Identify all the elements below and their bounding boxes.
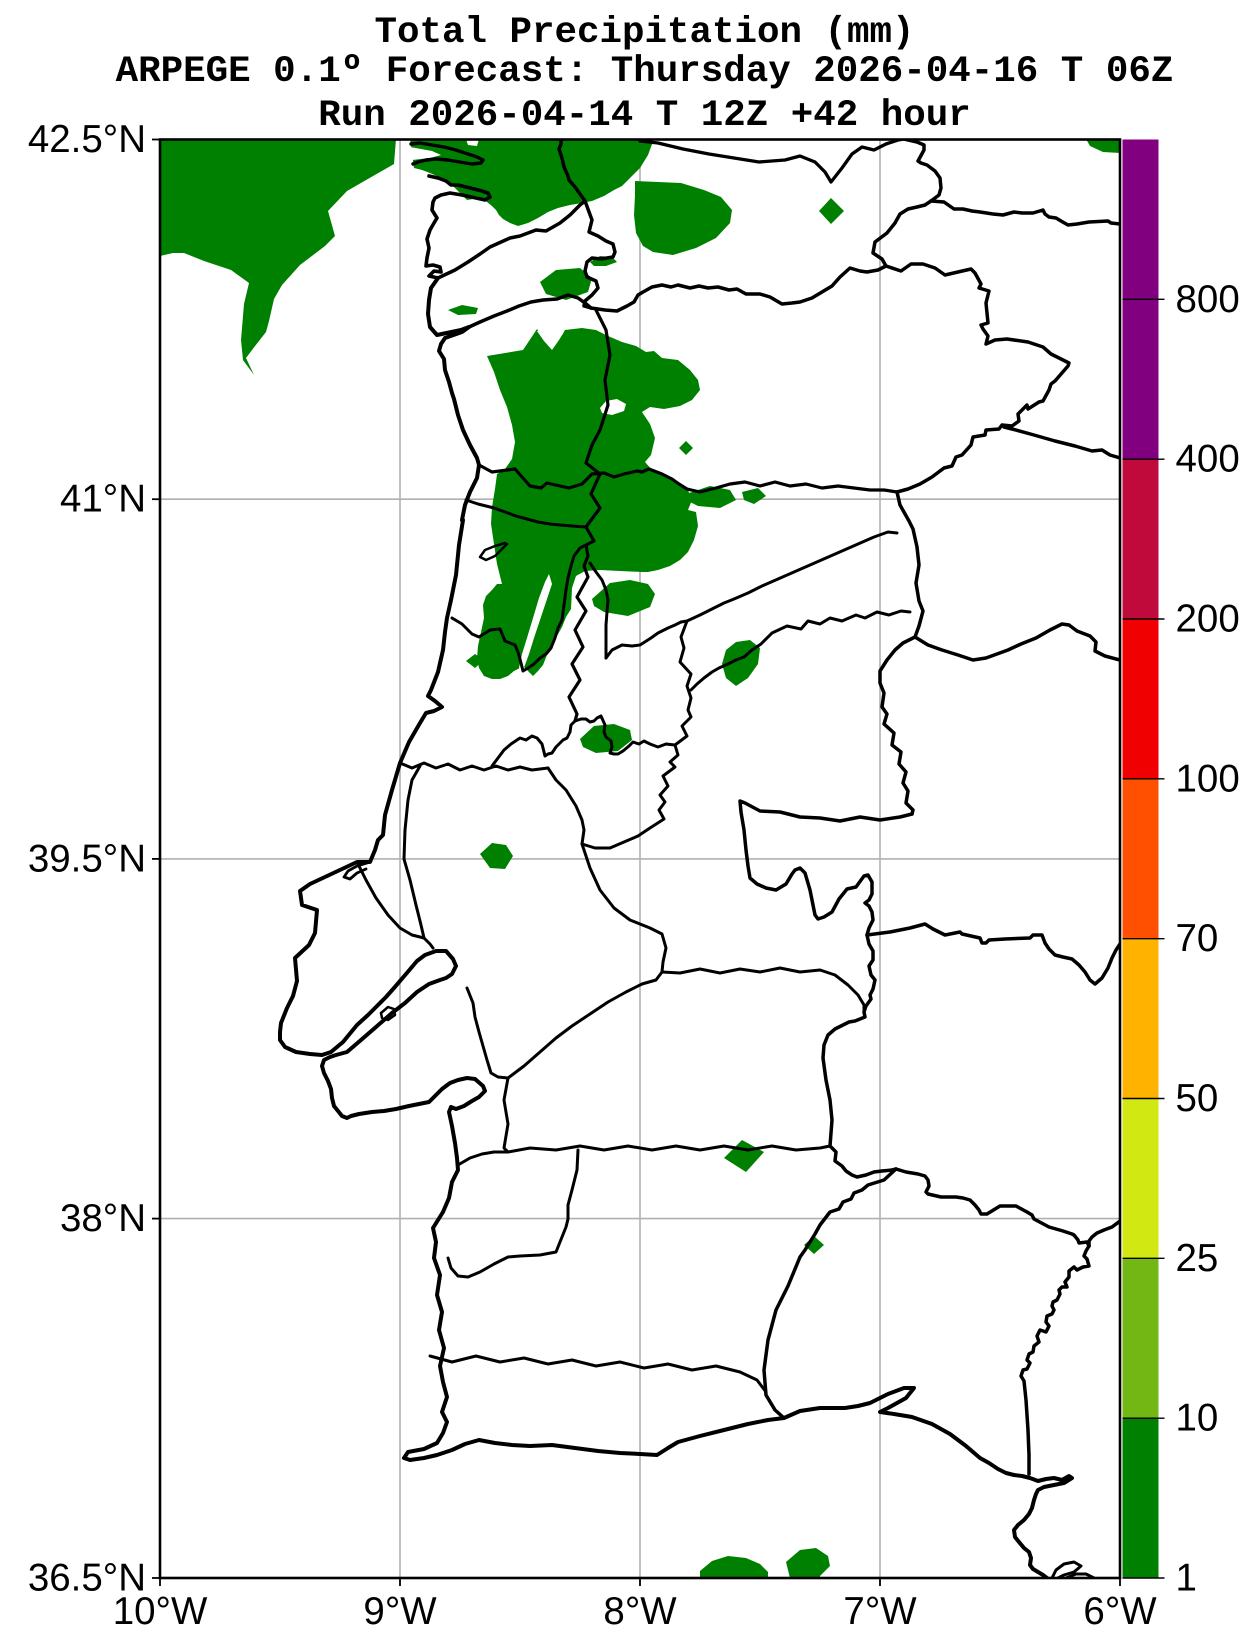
svg-text:10: 10	[1176, 1397, 1219, 1440]
svg-text:10°W: 10°W	[113, 1590, 208, 1633]
svg-text:42.5°N: 42.5°N	[28, 118, 146, 161]
svg-text:41°N: 41°N	[60, 478, 146, 521]
svg-text:39.5°N: 39.5°N	[28, 837, 146, 880]
svg-text:100: 100	[1176, 757, 1240, 800]
svg-text:6°W: 6°W	[1083, 1590, 1157, 1633]
svg-text:36.5°N: 36.5°N	[28, 1557, 146, 1600]
svg-text:800: 800	[1176, 278, 1240, 321]
svg-text:25: 25	[1176, 1237, 1219, 1280]
svg-text:50: 50	[1176, 1077, 1219, 1120]
svg-text:7°W: 7°W	[843, 1590, 917, 1633]
svg-text:1: 1	[1176, 1557, 1197, 1600]
svg-text:200: 200	[1176, 598, 1240, 641]
svg-text:8°W: 8°W	[603, 1590, 677, 1633]
svg-text:9°W: 9°W	[363, 1590, 437, 1633]
svg-text:38°N: 38°N	[60, 1197, 146, 1240]
svg-text:400: 400	[1176, 438, 1240, 481]
svg-text:70: 70	[1176, 917, 1219, 960]
